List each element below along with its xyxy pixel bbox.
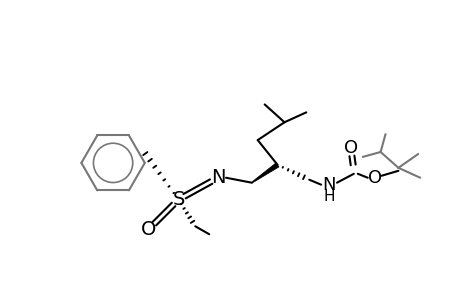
Text: N: N xyxy=(322,176,335,194)
Text: O: O xyxy=(141,220,156,239)
Text: N: N xyxy=(210,168,225,187)
Text: O: O xyxy=(343,139,357,157)
Text: O: O xyxy=(367,169,381,187)
Text: H: H xyxy=(323,189,334,204)
Polygon shape xyxy=(251,163,278,183)
Text: S: S xyxy=(172,190,184,209)
